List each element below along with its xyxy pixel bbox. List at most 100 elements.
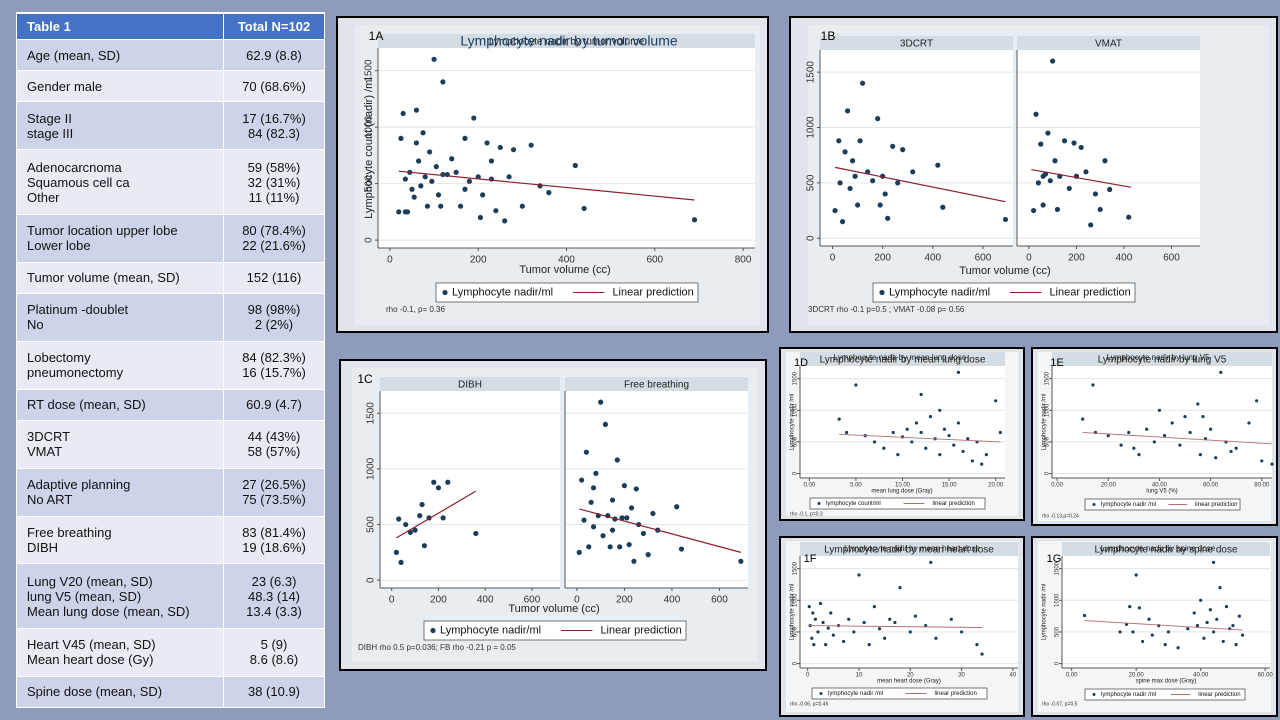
data-point [938, 452, 942, 457]
data-point [626, 541, 632, 548]
data-point [419, 501, 425, 508]
data-point [402, 209, 408, 215]
data-point [910, 169, 916, 175]
data-point [413, 107, 420, 113]
data-point [844, 430, 849, 435]
data-point [429, 178, 435, 184]
legend [1084, 688, 1246, 701]
data-point [872, 440, 877, 444]
y-tick-label: 0 [1055, 661, 1061, 665]
data-point [854, 383, 858, 387]
legend-marker [879, 289, 885, 296]
data-point [1231, 624, 1235, 628]
data-point [1215, 617, 1219, 621]
data-point [480, 192, 486, 198]
data-point [1040, 202, 1046, 208]
legend-label: linear prediction [935, 691, 977, 697]
data-point [870, 178, 876, 184]
data-point [811, 611, 815, 615]
facet-strip [1062, 542, 1270, 556]
plot-area [1062, 556, 1270, 668]
facet-strip [380, 377, 560, 391]
row-label: Lobectomy [27, 350, 91, 366]
row-label: Stage II [27, 110, 72, 126]
data-point [624, 515, 630, 521]
data-point [403, 521, 409, 528]
table-row: 3DCRT VMAT 44 (43%) 58 (57%) [17, 419, 324, 468]
data-point [1237, 614, 1241, 618]
x-tick-label: 80.00 [1254, 483, 1270, 489]
y-tick-label: 1000 [793, 403, 799, 417]
data-point [593, 470, 599, 476]
data-point [1150, 633, 1154, 637]
x-tick-label: 400 [558, 255, 575, 266]
data-point [1214, 456, 1218, 460]
stat-note: rho -0.13,p=0.24 [1042, 513, 1079, 519]
row-value: 80 (78.4%) [242, 223, 306, 239]
x-tick-label: 0.00 [1051, 483, 1063, 489]
facet-title: Lymphocyte nadir by mean heart dose [824, 545, 994, 556]
row-value: 58 (57%) [247, 444, 301, 460]
data-point [934, 636, 938, 640]
data-point [1045, 130, 1051, 136]
label-cell: Adaptive planning No ART [17, 468, 224, 516]
data-point [607, 544, 613, 550]
facet-title: Lymphocyte nadir by lung V5 [1098, 355, 1227, 366]
data-point [905, 427, 909, 431]
data-point [421, 543, 428, 549]
data-point [975, 642, 979, 647]
y-tick-label: 1000 [1055, 593, 1061, 607]
chart-title: Lymphocyte nadir by spine dose [1101, 544, 1216, 553]
data-point [645, 552, 651, 558]
data-point [576, 549, 582, 555]
facet-strip [1017, 36, 1200, 50]
table-row: Adaptive planning No ART 27 (26.5%) 75 (73.… [17, 467, 324, 516]
row-value: 5 (9) [260, 637, 288, 653]
row-label: RT dose (mean, SD) [27, 397, 146, 413]
data-point [1201, 415, 1205, 419]
data-point [818, 601, 823, 606]
data-point [812, 642, 816, 647]
legend-label: linear prediction [933, 501, 975, 507]
y-tick-label: 1000 [793, 593, 799, 607]
label-cell: Spine dose (mean, SD) [17, 676, 224, 708]
data-point [416, 158, 422, 164]
label-cell: Lung V20 (mean, SD) lung V5 (mean, SD) Mea… [17, 564, 224, 629]
data-point [877, 202, 883, 208]
y-tick-label: 1500 [1055, 561, 1061, 575]
data-point [602, 421, 609, 427]
data-point [393, 549, 399, 555]
facet-strip [800, 542, 1018, 556]
data-point [807, 605, 811, 609]
x-tick-label: 0 [806, 673, 810, 679]
data-point [412, 527, 418, 533]
data-point [966, 437, 970, 441]
x-tick-label: 10 [856, 673, 863, 679]
data-point [1061, 138, 1068, 144]
plot-area [378, 48, 755, 248]
data-point [1186, 627, 1190, 631]
data-point [435, 485, 442, 491]
label-cell: Stage II stage III [17, 102, 224, 150]
data-point [1145, 427, 1149, 431]
data-point [862, 620, 866, 625]
data-point [961, 449, 965, 454]
stat-note: rho -0.1, p= 0.36 [386, 305, 445, 314]
legend-label: lymphocyte nadir /ml [1101, 502, 1156, 508]
data-point [650, 510, 656, 517]
data-point [396, 209, 402, 215]
data-point [590, 524, 597, 530]
data-point [1047, 178, 1053, 184]
row-label: Free breathing [27, 524, 112, 540]
data-point [1196, 402, 1200, 406]
data-point [994, 399, 998, 403]
data-point [609, 527, 616, 533]
data-point [824, 642, 828, 647]
row-label: Mean heart dose (Gy) [27, 652, 154, 668]
row-label: Other [27, 189, 60, 205]
data-point [1137, 606, 1141, 610]
x-tick-label: 20 [907, 673, 914, 679]
data-point [1178, 443, 1182, 447]
data-point [1198, 452, 1202, 457]
data-point [1002, 216, 1009, 223]
